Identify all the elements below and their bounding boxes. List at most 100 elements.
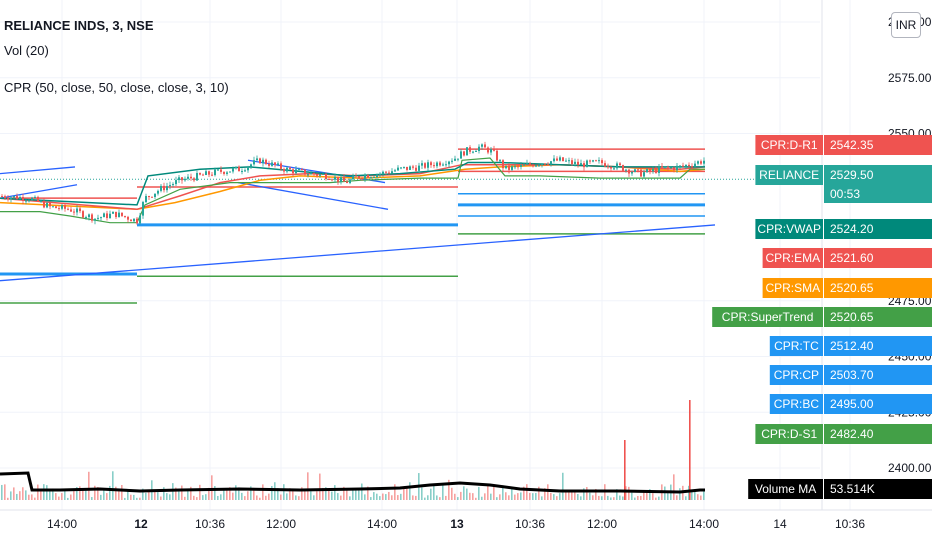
volume-bar — [259, 497, 261, 500]
candle-body — [427, 162, 429, 168]
volume-bar — [292, 490, 294, 500]
currency-button[interactable]: INR — [891, 12, 921, 38]
x-tick-label: 12:00 — [266, 517, 296, 531]
volume-bar — [493, 485, 495, 500]
candle-body — [382, 171, 384, 174]
volume-bar — [469, 492, 471, 500]
volume-bar — [520, 492, 522, 500]
volume-bar — [403, 488, 405, 500]
volume-bar — [130, 494, 132, 500]
candle-body — [562, 157, 564, 162]
y-tick-label: 2575.00 — [888, 71, 932, 85]
candle-body — [508, 165, 510, 170]
price-label-value: 2512.40 — [830, 339, 874, 353]
candle-body — [10, 197, 12, 200]
candle-body — [532, 164, 534, 167]
candle-body — [277, 163, 279, 166]
volume-bar — [205, 494, 207, 500]
volume-bar — [664, 486, 666, 500]
candle-body — [559, 157, 561, 161]
volume-bar — [649, 489, 651, 500]
volume-legend[interactable]: Vol (20) — [4, 43, 49, 58]
volume-bar — [277, 488, 279, 500]
volume-bar — [76, 487, 78, 500]
price-label-name: CPR:SMA — [765, 281, 820, 295]
volume-bar — [541, 496, 543, 500]
price-label-name-bg — [755, 424, 823, 444]
volume-bar — [139, 497, 141, 500]
candle-body — [328, 178, 330, 180]
price-label-value: 2542.35 — [830, 138, 874, 152]
candle-body — [379, 173, 381, 175]
candle-body — [520, 164, 522, 167]
candle-body — [64, 205, 66, 209]
candle-body — [568, 160, 570, 162]
trend-line — [0, 184, 78, 199]
candle-body — [163, 185, 165, 191]
price-label-cpr-d-r1: CPR:D-R1 2542.35 — [755, 135, 932, 155]
candle-body — [430, 162, 432, 166]
candle-body — [217, 169, 219, 171]
candle-body — [541, 163, 543, 166]
candle-body — [664, 166, 666, 168]
price-label-value: 2495.00 — [830, 397, 874, 411]
volume-bar — [619, 495, 621, 500]
candle-body — [451, 160, 453, 162]
candle-body — [367, 175, 369, 178]
volume-bar — [421, 487, 423, 500]
volume-bar — [400, 493, 402, 500]
supertrend-line — [0, 157, 705, 224]
price-label-cpr-tc: CPR:TC 2512.40 — [769, 336, 932, 356]
candle-body — [385, 171, 387, 173]
candle-body — [460, 151, 462, 159]
candle-body — [661, 166, 663, 168]
candle-body — [223, 171, 225, 174]
candle-body — [22, 196, 24, 201]
volume-bar — [406, 487, 408, 500]
candle-body — [28, 200, 30, 202]
volume-bar — [163, 487, 165, 500]
volume-bar — [583, 488, 585, 500]
volume-bar — [181, 485, 183, 500]
volume-bar — [247, 491, 249, 500]
candle-body — [190, 176, 192, 179]
candle-body — [673, 167, 675, 171]
volume-bar — [523, 486, 525, 500]
price-label-value-bg — [824, 135, 932, 155]
candle-body — [202, 174, 204, 176]
candle-body — [478, 146, 480, 151]
volume-bar — [214, 486, 216, 500]
volume-bar — [343, 486, 345, 500]
candle-body — [583, 163, 585, 168]
volume-bar — [397, 495, 399, 500]
volume-bar — [658, 496, 660, 500]
candle-body — [517, 166, 519, 168]
candle-body — [184, 178, 186, 181]
volume-bar — [388, 491, 390, 500]
candle-body — [511, 166, 513, 170]
price-label-value-bg — [824, 394, 932, 414]
volume-bar — [334, 485, 336, 500]
price-labels: CPR:D-R1 2542.35 RELIANCE 2529.50 00:53 CPR:V… — [712, 135, 932, 499]
candle-body — [604, 163, 606, 167]
candle-body — [208, 171, 210, 175]
volume-bar — [310, 491, 312, 500]
candle-body — [55, 206, 57, 209]
price-label-value-bg — [824, 248, 932, 268]
price-label-value-bg — [824, 307, 932, 327]
candle-body — [79, 208, 81, 212]
candle-body — [646, 169, 648, 173]
volume-bar — [517, 493, 519, 500]
candle-body — [124, 215, 126, 217]
x-tick-label: 14:00 — [689, 517, 719, 531]
indicator-legend[interactable]: CPR (50, close, 50, close, close, 3, 10) — [4, 80, 229, 95]
candle-body — [391, 171, 393, 174]
candle-body — [169, 185, 171, 187]
volume-bar — [208, 487, 210, 500]
trend-line — [0, 224, 716, 282]
candle-body — [622, 165, 624, 171]
x-tick-label: 10:36 — [195, 517, 225, 531]
symbol-legend[interactable]: RELIANCE INDS, 3, NSE — [4, 18, 154, 33]
candle-body — [301, 169, 303, 171]
